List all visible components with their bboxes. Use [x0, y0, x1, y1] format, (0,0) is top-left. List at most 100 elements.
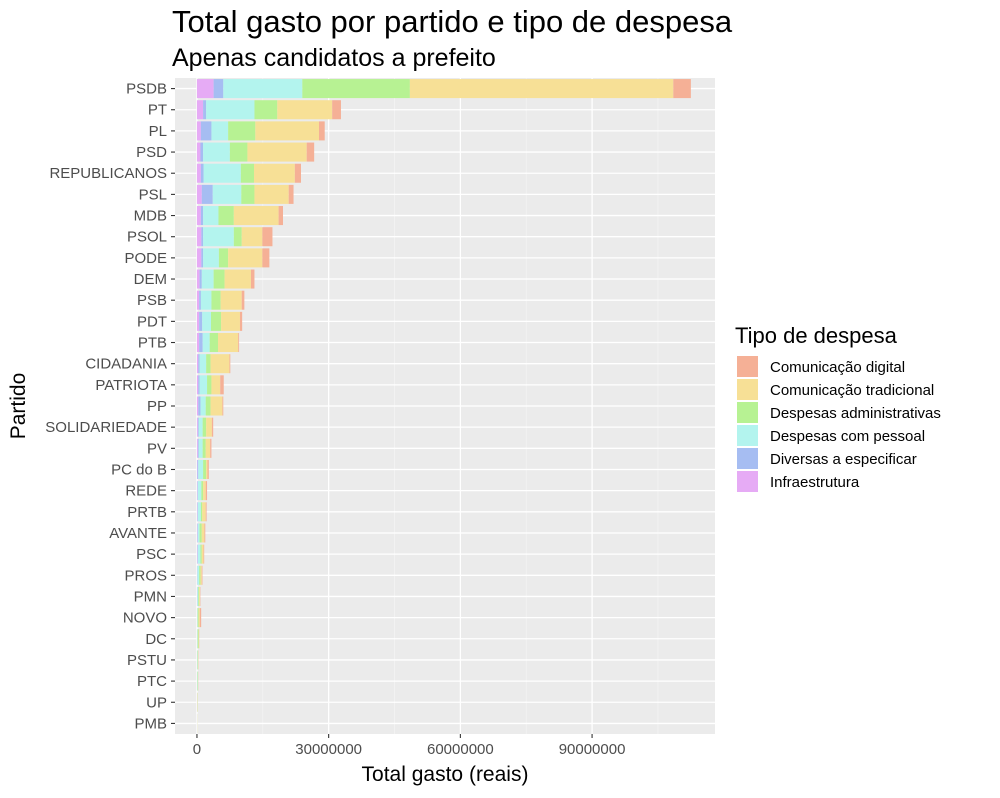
bar-segment	[214, 79, 224, 98]
y-tick-label: PTB	[138, 335, 167, 352]
bar-segment	[211, 291, 220, 310]
bar-segment	[307, 143, 314, 162]
y-tick-label: PSC	[136, 546, 167, 563]
bar-segment	[218, 333, 238, 352]
bar-segment	[221, 312, 240, 331]
bar-segment	[201, 502, 202, 521]
bar-segment	[197, 291, 199, 310]
y-tick-label: MDB	[134, 208, 167, 225]
bar-segment	[198, 587, 199, 606]
y-tick-label: REPUBLICANOS	[49, 165, 167, 182]
bar-segment	[206, 418, 212, 437]
y-tick-label: PSDB	[126, 81, 167, 98]
bar-segment	[197, 164, 201, 183]
bar-segment	[211, 121, 228, 140]
bar-segment	[223, 79, 302, 98]
bar-segment	[200, 143, 203, 162]
bar-segment	[332, 100, 341, 119]
bar-segment	[254, 100, 277, 119]
bar-segment	[197, 227, 201, 246]
bar-segment	[218, 206, 233, 225]
bar-segment	[197, 185, 202, 204]
bar-segment	[295, 164, 301, 183]
legend-label: Despesas com pessoal	[770, 428, 925, 445]
bar-segment	[206, 439, 210, 458]
y-tick-label: PSOL	[127, 229, 167, 246]
bar-segment	[198, 523, 200, 542]
bar-segment	[200, 396, 205, 415]
bar-segment	[197, 121, 201, 140]
bar-segment	[213, 185, 242, 204]
legend-title: Tipo de despesa	[735, 323, 898, 348]
bar-segment	[197, 100, 203, 119]
y-tick-label: PC do B	[111, 461, 167, 478]
bar-segment	[202, 185, 213, 204]
y-tick-label: PSL	[139, 186, 167, 203]
bar-segment	[202, 545, 204, 564]
legend-swatch	[737, 425, 758, 446]
bar-segment	[202, 270, 214, 289]
y-tick-label: PT	[148, 102, 167, 119]
bar-segment	[203, 248, 219, 267]
bar-segment	[211, 375, 220, 394]
legend-label: Infraestrutura	[770, 474, 860, 491]
y-tick-label: PP	[147, 398, 167, 415]
bar-segment	[220, 375, 224, 394]
bar-segment	[203, 418, 207, 437]
legend-label: Diversas a especificar	[770, 451, 917, 468]
bar-segment	[197, 460, 198, 479]
bar-segment	[234, 206, 279, 225]
x-tick-label: 60000000	[427, 741, 494, 758]
bar-segment	[199, 566, 200, 585]
y-tick-label: PV	[147, 440, 167, 457]
bar-segment	[214, 270, 225, 289]
y-tick-label: CIDADANIA	[85, 356, 167, 373]
legend-label: Despesas administrativas	[770, 405, 941, 422]
bar-segment	[238, 333, 239, 352]
bar-segment	[302, 79, 410, 98]
bar-segment	[197, 312, 199, 331]
bar-segment	[254, 164, 295, 183]
y-tick-label: SOLIDARIEDADE	[45, 419, 167, 436]
bar-segment	[207, 375, 211, 394]
bar-segment	[200, 523, 202, 542]
bar-segment	[211, 354, 230, 373]
bar-segment	[198, 460, 203, 479]
x-tick-label: 30000000	[295, 741, 362, 758]
bar-segment	[206, 396, 211, 415]
bar-segment	[198, 375, 199, 394]
bar-segment	[204, 523, 205, 542]
bar-segment	[211, 312, 221, 331]
bar-segment	[221, 291, 242, 310]
bar-segment	[200, 608, 201, 627]
bar-segment	[210, 439, 211, 458]
bar-segment	[198, 396, 200, 415]
bar-segment	[198, 502, 201, 521]
bar-segment	[201, 206, 203, 225]
bar-segment	[207, 460, 208, 479]
bar-segment	[201, 248, 203, 267]
bar-segment	[251, 270, 255, 289]
bar-segment	[199, 608, 200, 627]
bar-segment	[200, 354, 207, 373]
legend-swatch	[737, 402, 758, 423]
bar-segment	[225, 270, 251, 289]
y-tick-label: PTC	[137, 673, 167, 690]
bar-segment	[203, 333, 210, 352]
y-tick-label: REDE	[125, 483, 167, 500]
bar-segment	[673, 79, 691, 98]
y-tick-label: UP	[146, 694, 167, 711]
bar-segment	[255, 121, 319, 140]
bar-segment	[210, 333, 218, 352]
bar-segment	[197, 206, 201, 225]
bar-segment	[197, 354, 198, 373]
bar-segment	[197, 375, 198, 394]
bar-segment	[197, 270, 200, 289]
legend-swatch	[737, 448, 758, 469]
bar-segment	[206, 460, 207, 479]
bar-segment	[197, 566, 199, 585]
bar-segment	[198, 481, 202, 500]
